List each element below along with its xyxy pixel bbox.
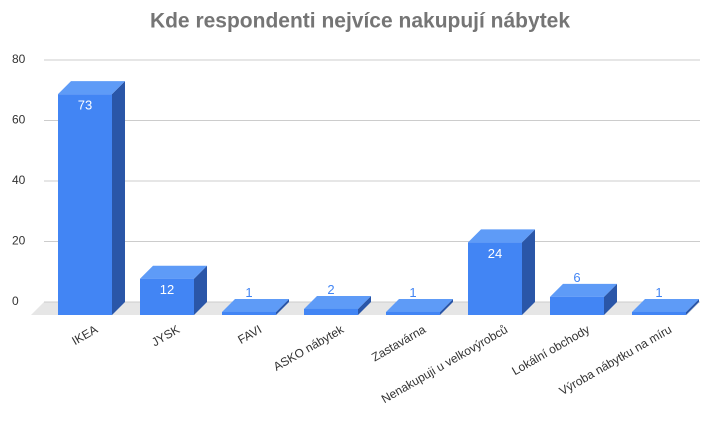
y-tick-label: 80 [12,52,26,66]
bar-front [386,311,440,315]
bar [304,295,371,315]
bar-top [550,283,617,297]
bar-top [222,298,289,312]
bar-front [58,94,112,315]
value-label: 1 [245,285,252,300]
bar-side [358,295,371,315]
bar-front [468,242,522,315]
bar-top [58,81,125,95]
bar-side [276,298,289,315]
bar-top [140,265,207,279]
bar-front [550,296,604,315]
bar-front [222,311,276,315]
value-label: 6 [573,270,580,285]
y-tick-label: 0 [12,294,19,308]
bar-side [112,81,125,315]
x-tick-label: Zastavárna [369,322,428,364]
chart-title: Kde respondenti nejvíce nakupují nábytek [150,10,570,33]
value-label: 2 [327,282,334,297]
x-tick-label: FAVI [235,322,264,347]
value-label: 73 [78,98,92,113]
bar-side [440,298,453,315]
x-tick-label: Lokální obchody [509,322,592,378]
y-tick-label: 60 [12,113,26,127]
bar-top [468,229,535,243]
bar [468,229,535,315]
bar-side [686,298,699,315]
bar [386,298,453,315]
bar-side [522,229,535,315]
bar [58,81,125,315]
bar [222,298,289,315]
value-label: 1 [409,285,416,300]
x-tick-label: ASKO nábytek [271,322,347,374]
bar-top [304,295,371,309]
bar-front [632,311,686,315]
bar [140,265,207,315]
value-label: 12 [160,282,174,297]
bar [550,283,617,315]
y-tick-label: 20 [12,234,26,248]
y-tick-label: 40 [12,173,26,187]
value-label: 24 [488,246,502,261]
bar-side [604,283,617,315]
value-label: 1 [655,285,662,300]
x-tick-label: IKEA [69,322,100,348]
bar-top [386,298,453,312]
bar-top [632,298,699,312]
bar-side [194,265,207,315]
bar-front [140,278,194,315]
bar-front [304,308,358,315]
bar [632,298,699,315]
x-tick-label: JYSK [149,322,182,349]
